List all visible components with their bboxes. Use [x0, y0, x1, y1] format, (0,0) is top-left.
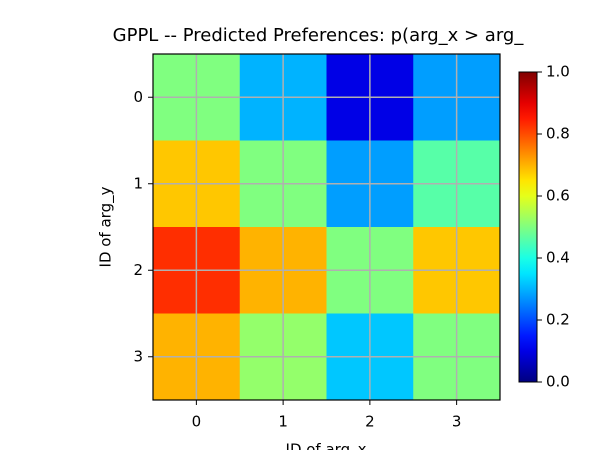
- x-axis-label: ID of arg_x: [286, 441, 367, 450]
- colorbar-tick-label: 0.0: [546, 373, 570, 391]
- y-axis-label: ID of arg_y: [97, 186, 116, 267]
- colorbar-tick-label: 1.0: [546, 63, 570, 81]
- colorbar-tick-label: 0.8: [546, 125, 570, 143]
- x-tick-label: 0: [192, 413, 202, 431]
- x-tick-label: 2: [365, 413, 375, 431]
- y-tick-label: 0: [133, 88, 143, 106]
- chart-title: GPPL -- Predicted Preferences: p(arg_x >…: [113, 25, 525, 46]
- y-tick-label: 1: [133, 174, 143, 192]
- colorbar-tick-label: 0.2: [546, 311, 570, 329]
- colorbar: [518, 71, 538, 383]
- x-tick-label: 1: [278, 413, 288, 431]
- colorbar-tick-label: 0.4: [546, 249, 570, 267]
- plot-frame: [152, 53, 501, 401]
- y-tick-label: 2: [133, 261, 143, 279]
- x-tick-label: 3: [452, 413, 462, 431]
- y-tick-label: 3: [133, 347, 143, 365]
- colorbar-tick-label: 0.6: [546, 187, 570, 205]
